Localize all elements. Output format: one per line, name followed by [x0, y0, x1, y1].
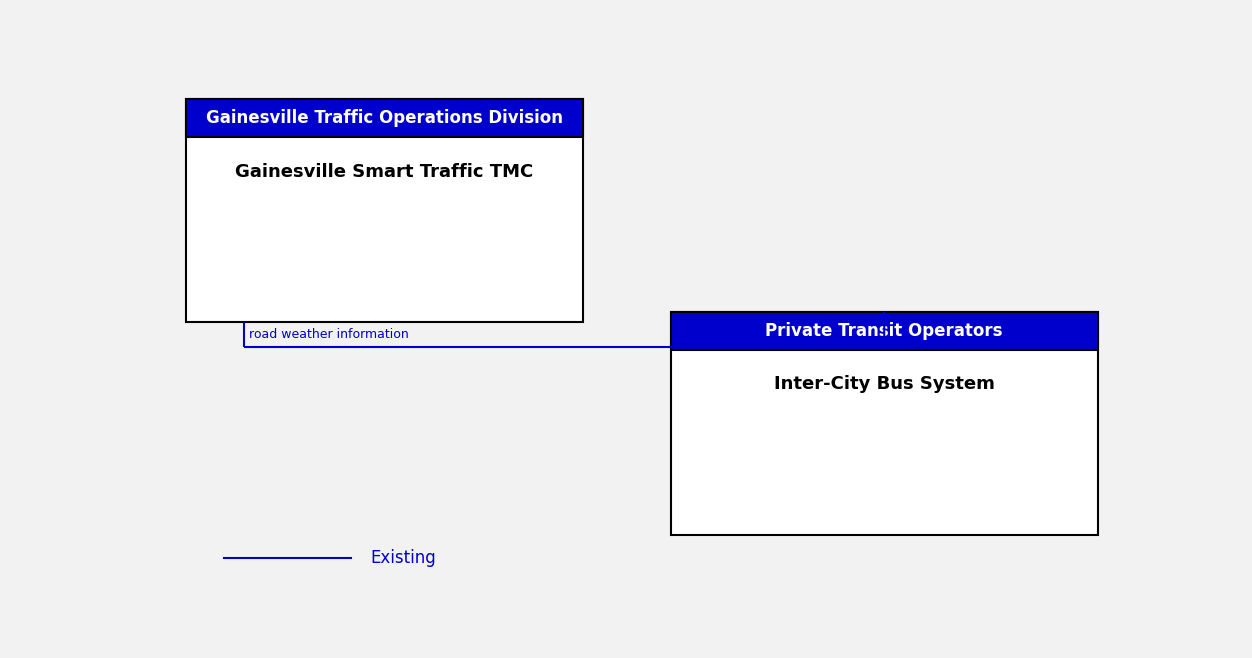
Text: Gainesville Traffic Operations Division: Gainesville Traffic Operations Division: [207, 109, 563, 127]
Text: Private Transit Operators: Private Transit Operators: [765, 322, 1003, 340]
Bar: [671, 312, 1098, 535]
Text: Inter-City Bus System: Inter-City Bus System: [774, 375, 994, 393]
Text: Existing: Existing: [371, 549, 436, 567]
Text: road weather information: road weather information: [249, 328, 408, 342]
Bar: [185, 99, 583, 322]
Bar: [671, 312, 1098, 350]
Bar: [185, 99, 583, 138]
Text: Gainesville Smart Traffic TMC: Gainesville Smart Traffic TMC: [235, 163, 533, 180]
